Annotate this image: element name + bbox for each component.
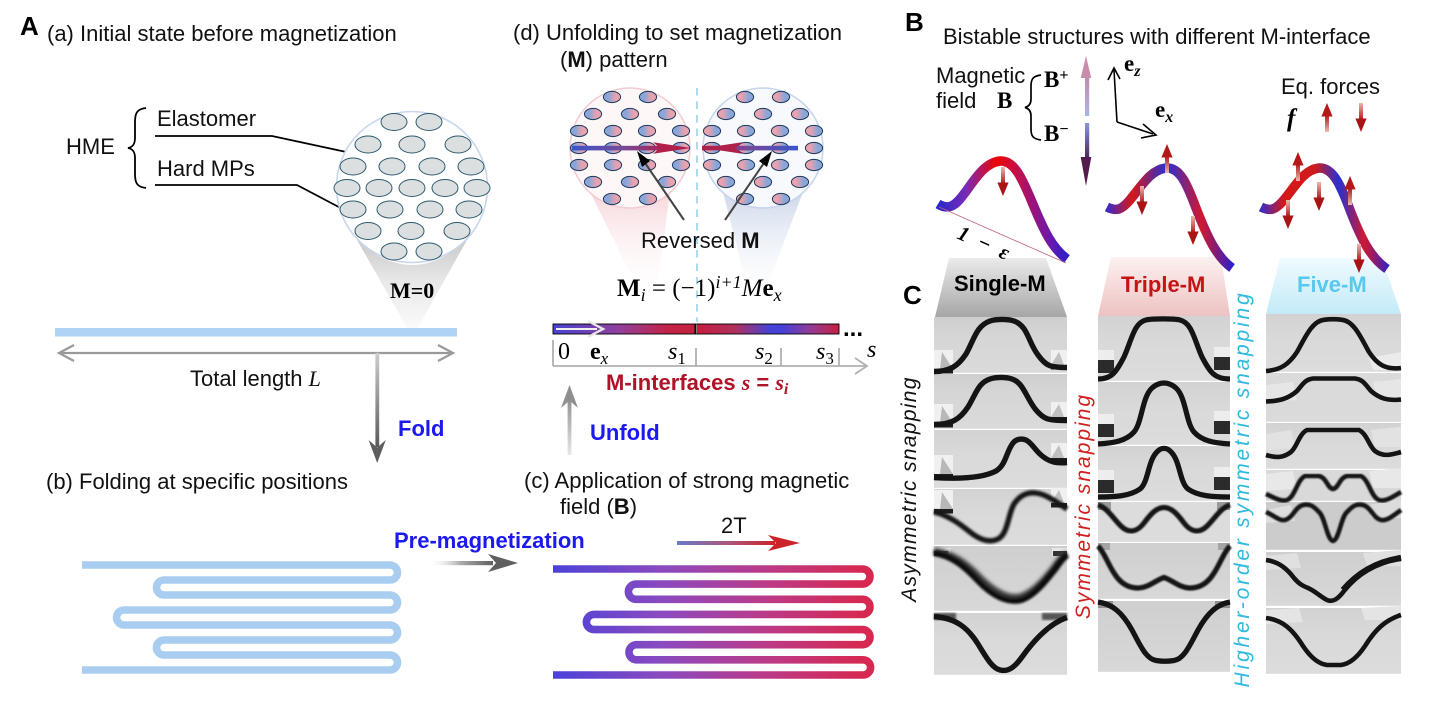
- svg-text:(d) Unfolding to set magnetiza: (d) Unfolding to set magnetization: [513, 20, 842, 45]
- svg-text:Asymmetric snapping: Asymmetric snapping: [898, 376, 921, 603]
- svg-text:Mi = (−1)i+1Mex: Mi = (−1)i+1Mex: [617, 272, 782, 305]
- svg-text:Single-M: Single-M: [954, 271, 1046, 296]
- svg-text:s: s: [867, 337, 876, 363]
- svg-text:field (B): field (B): [560, 494, 637, 519]
- svg-text:Magnetic: Magnetic: [936, 63, 1025, 88]
- svg-text:M-interfaces s = si: M-interfaces s = si: [606, 370, 789, 398]
- svg-text:Eq. forces: Eq. forces: [1281, 74, 1380, 99]
- svg-text:(b) Folding at specific positi: (b) Folding at specific positions: [46, 469, 348, 494]
- svg-text:(c) Application of strong magn: (c) Application of strong magnetic: [524, 468, 849, 493]
- svg-text:f: f: [1287, 105, 1298, 132]
- svg-text:Triple-M: Triple-M: [1121, 272, 1205, 297]
- svg-text:Bistable structures with diffe: Bistable structures with different M-int…: [943, 24, 1371, 49]
- svg-text:C: C: [903, 280, 922, 310]
- svg-text:2T: 2T: [721, 513, 747, 538]
- svg-text:(M) pattern: (M) pattern: [560, 47, 668, 72]
- svg-text:Reversed M: Reversed M: [641, 228, 760, 253]
- svg-text:Higher-order symmetric snappin: Higher-order symmetric snapping: [1231, 291, 1254, 688]
- svg-text:(a) Initial state before magne: (a) Initial state before magnetization: [47, 21, 397, 46]
- svg-text:B: B: [997, 88, 1012, 113]
- svg-text:M=0: M=0: [390, 278, 434, 303]
- svg-text:Fold: Fold: [398, 416, 444, 441]
- svg-text:A: A: [20, 11, 39, 41]
- svg-text:B: B: [905, 7, 924, 37]
- svg-text:...: ...: [843, 315, 863, 342]
- svg-text:Unfold: Unfold: [590, 420, 660, 445]
- svg-text:Elastomer: Elastomer: [157, 106, 256, 131]
- svg-text:Pre-magnetization: Pre-magnetization: [394, 528, 585, 553]
- svg-text:Total length L: Total length L: [190, 366, 321, 391]
- svg-text:field: field: [936, 88, 976, 113]
- svg-text:Symmetric snapping: Symmetric snapping: [1072, 393, 1095, 619]
- svg-text:Five-M: Five-M: [1297, 272, 1367, 297]
- svg-text:HME: HME: [66, 134, 115, 159]
- svg-text:Hard MPs: Hard MPs: [157, 156, 255, 181]
- svg-text:0: 0: [558, 339, 570, 365]
